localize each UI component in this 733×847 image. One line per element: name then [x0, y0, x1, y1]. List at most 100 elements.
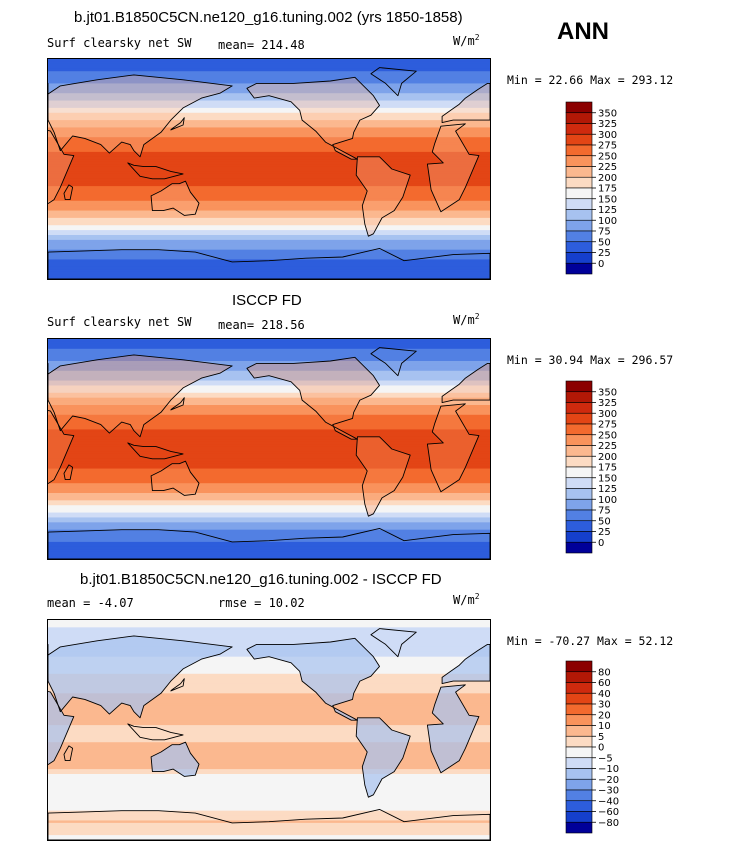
mean-label: mean= 218.56 [218, 318, 305, 332]
colorbar-tick-label: 200 [598, 452, 617, 463]
field-band [48, 673, 490, 677]
field-band [48, 818, 490, 822]
coastline-s_america [355, 156, 411, 237]
colorbar-tick-label: 275 [598, 141, 617, 152]
field-band [48, 434, 490, 438]
field-band [48, 129, 490, 133]
colorbar-swatch [565, 219, 593, 232]
colorbar-tick-label: 150 [598, 473, 617, 484]
colorbar-swatch [565, 176, 593, 189]
land-tint [48, 74, 490, 237]
field-band [48, 419, 490, 423]
units-label: W/m2 [453, 33, 480, 48]
colorbar-tick-label: 250 [598, 151, 617, 162]
colorbar-swatch [565, 209, 593, 221]
field-band [48, 832, 490, 836]
field-band [48, 117, 490, 121]
colorbar-swatch [565, 778, 593, 791]
coastline-japan [170, 397, 185, 411]
field-band [48, 142, 490, 146]
map-field [48, 339, 490, 559]
field-band [48, 439, 490, 443]
field-band [48, 61, 490, 65]
colorbar-tick-label: 25 [598, 527, 611, 538]
field-band [48, 78, 490, 82]
field-band [48, 715, 490, 719]
colorbar-swatch [565, 123, 593, 135]
field-band [48, 249, 490, 253]
colorbar-swatch [565, 725, 593, 737]
colorbar-tick-label: 225 [598, 441, 617, 452]
colorbar-tick-label: 275 [598, 420, 617, 431]
field-band [48, 835, 490, 839]
field-band [48, 551, 490, 555]
field-band [48, 427, 490, 431]
field-band [48, 512, 490, 516]
minmax-label: Min = -70.27 Max = 52.12 [507, 634, 674, 648]
field-band [48, 247, 490, 251]
coastline-australia [150, 741, 200, 777]
colorbar-tick-label: 75 [598, 506, 611, 517]
field-band [48, 166, 490, 170]
field-band [48, 796, 490, 800]
field-band [48, 120, 490, 124]
field-band [48, 700, 490, 704]
colorbar-tick-label: 100 [598, 495, 617, 506]
field-band [48, 456, 490, 460]
field-band [48, 353, 490, 357]
colorbar-swatch [565, 252, 593, 264]
field-band [48, 664, 490, 668]
field-band [48, 837, 490, 840]
field-band [48, 466, 490, 470]
land-region [427, 123, 479, 212]
coastline-n_america [246, 76, 380, 160]
field-band [48, 232, 490, 236]
field-band [48, 235, 490, 239]
field-band [48, 734, 490, 738]
field-band [48, 339, 490, 343]
field-band [48, 387, 490, 391]
field-band [48, 502, 490, 506]
field-band [48, 365, 490, 369]
field-band [48, 127, 490, 131]
field-band [48, 527, 490, 531]
coastlines [48, 347, 490, 559]
field-band [48, 115, 490, 119]
colorbar-tick-label: 20 [598, 710, 611, 721]
field-band [48, 483, 490, 487]
field-band [48, 766, 490, 770]
field-band [48, 778, 490, 782]
field-band [48, 749, 490, 753]
field-band [48, 620, 490, 624]
colorbar: 80 60 40 30 20 10 5 0 −5 −10 −20 −30 −40 −60 −80 [565, 660, 626, 834]
field-band [48, 244, 490, 248]
colorbar-tick-label: 250 [598, 430, 617, 441]
colorbar-swatch [565, 520, 593, 532]
colorbar-tick-label: 0 [598, 259, 604, 270]
field-band [48, 752, 490, 756]
field-band [48, 468, 490, 472]
mean-label: mean= 214.48 [218, 38, 305, 52]
field-band [48, 95, 490, 99]
field-band [48, 390, 490, 394]
coastlines [48, 67, 490, 279]
field-band [48, 754, 490, 758]
field-band [48, 798, 490, 802]
mean-label: mean = -4.07 [47, 596, 134, 610]
field-band [48, 217, 490, 221]
colorbar-tick-label: −30 [598, 786, 619, 797]
field-band [48, 368, 490, 372]
map-plot [47, 338, 491, 560]
coastline-eurasia [48, 354, 233, 438]
field-band [48, 532, 490, 536]
field-band [48, 407, 490, 411]
units-label: W/m2 [453, 592, 480, 607]
field-band [48, 776, 490, 780]
field-band [48, 815, 490, 819]
colorbar-swatch [565, 455, 593, 468]
colorbar-tick-label: −10 [598, 764, 619, 775]
colorbar-tick-label: −20 [598, 775, 619, 786]
colorbar-swatch [565, 509, 593, 522]
field-band [48, 198, 490, 202]
field-band [48, 151, 490, 155]
